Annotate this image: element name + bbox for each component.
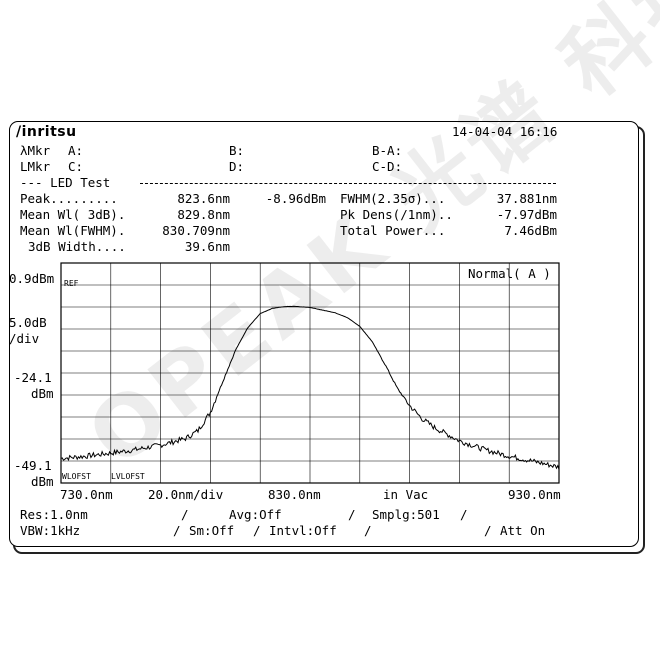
separator: / <box>460 507 468 522</box>
lambda-marker-label: λMkr <box>20 143 51 158</box>
y-scale-top: 5.0dB <box>9 315 47 330</box>
datetime: 14-04-04 16:16 <box>452 124 558 139</box>
marker-a: A: <box>68 143 84 158</box>
y-mid-unit: dBm <box>31 386 54 401</box>
marker-ba: B-A: <box>372 143 403 158</box>
marker-cd: C-D: <box>372 159 403 174</box>
fwhm-sigma-value: 37.881nm <box>496 191 557 206</box>
mean-fwhm-label: Mean Wl(FWHM). <box>20 223 126 238</box>
marker-b: B: <box>229 143 245 158</box>
separator: / <box>253 523 261 538</box>
vbw: VBW:1kHz <box>20 523 81 538</box>
x-start: 730.0nm <box>60 487 113 502</box>
fwhm-sigma-label: FWHM(2.35σ)... <box>340 191 446 206</box>
separator: / <box>484 523 492 538</box>
y-scale-bottom: /div <box>9 331 40 346</box>
separator: / <box>181 507 189 522</box>
pk-dens-label: Pk Dens(/1nm).. <box>340 207 453 222</box>
interval: Intvl:Off <box>269 523 337 538</box>
width-3db-value: 39.6nm <box>184 239 230 254</box>
brand-logo: /inritsu <box>16 124 77 140</box>
plot-grid <box>61 263 559 483</box>
peak-level: -8.96dBm <box>265 191 326 206</box>
x-center: 830.0nm <box>268 487 321 502</box>
x-medium: in Vac <box>383 487 429 502</box>
x-division: 20.0nm/div <box>148 487 224 502</box>
y-mid-level: -24.1 <box>14 370 52 385</box>
mean-3db-label: Mean Wl( 3dB). <box>20 207 126 222</box>
spectrum-trace <box>60 305 560 470</box>
section-divider <box>140 183 556 184</box>
ref-tag: REF <box>64 279 79 288</box>
section-title: --- LED Test <box>20 175 111 190</box>
smoothing: Sm:Off <box>189 523 235 538</box>
separator: / <box>364 523 372 538</box>
peak-wavelength: 823.6nm <box>177 191 230 206</box>
peak-label: Peak......... <box>20 191 118 206</box>
wl-offset-tag: WLOFST <box>62 472 91 481</box>
width-3db-label: 3dB Width.... <box>28 239 126 254</box>
trace-mode: Normal( A ) <box>468 266 551 281</box>
y-low-level: -49.1 <box>14 458 52 473</box>
lvl-offset-tag: LVLOFST <box>111 472 145 481</box>
pk-dens-value: -7.97dBm <box>496 207 557 222</box>
y-ref-level: 0.9dBm <box>9 271 55 286</box>
total-power-value: 7.46dBm <box>504 223 557 238</box>
screen-panel <box>9 121 639 547</box>
separator: / <box>348 507 356 522</box>
total-power-label: Total Power... <box>340 223 446 238</box>
mean-3db-value: 829.8nm <box>177 207 230 222</box>
resolution: Res:1.0nm <box>20 507 88 522</box>
averaging: Avg:Off <box>229 507 282 522</box>
separator: / <box>173 523 181 538</box>
marker-c: C: <box>68 159 84 174</box>
y-low-unit: dBm <box>31 474 54 489</box>
level-marker-label: LMkr <box>20 159 51 174</box>
marker-d: D: <box>229 159 245 174</box>
mean-fwhm-value: 830.709nm <box>162 223 230 238</box>
sampling: Smplg:501 <box>372 507 440 522</box>
attenuator: Att On <box>500 523 546 538</box>
plot-border <box>60 262 560 484</box>
x-stop: 930.0nm <box>508 487 561 502</box>
